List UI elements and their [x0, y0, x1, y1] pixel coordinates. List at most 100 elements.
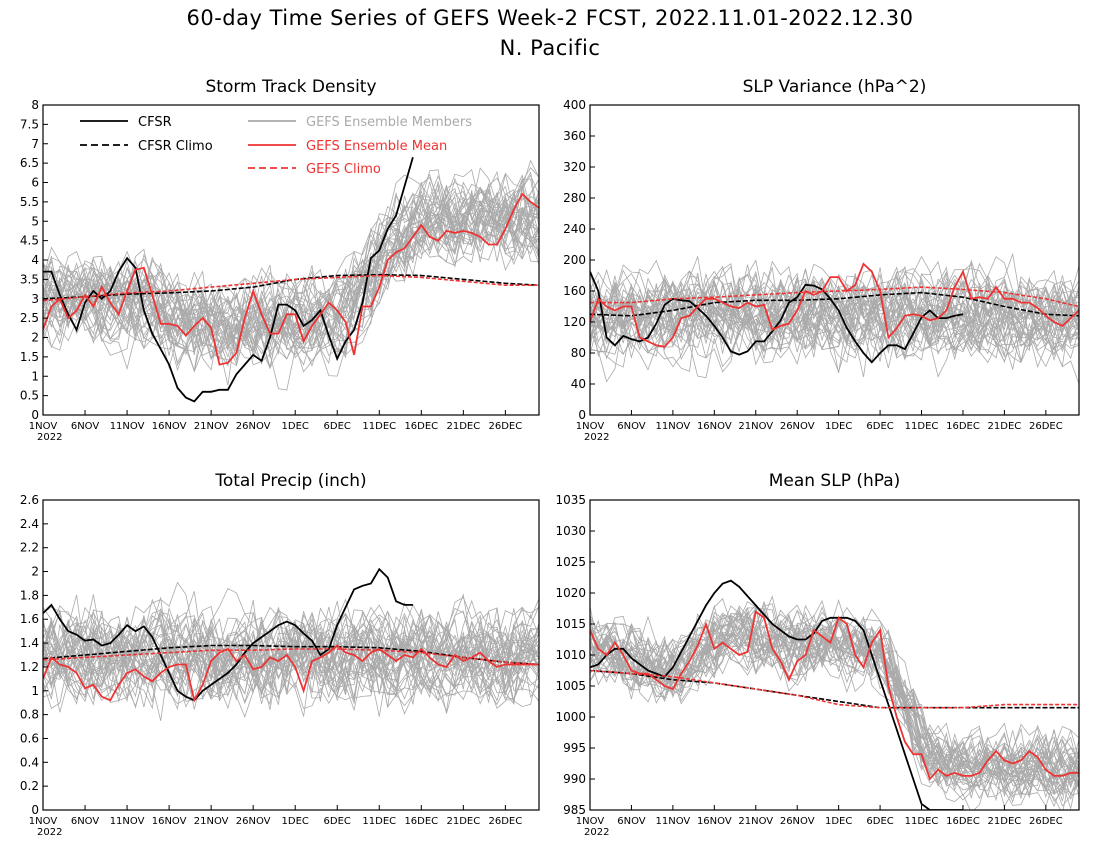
- series-cfsr-climo: [590, 291, 1079, 317]
- legend-label-cfsr_climo: CFSR Climo: [138, 139, 213, 154]
- y-tick-label: 80: [571, 346, 586, 360]
- y-tick-label: 0: [31, 408, 39, 422]
- y-tick-label: 4: [31, 253, 39, 267]
- y-tick-label: 1030: [555, 524, 586, 538]
- y-tick-label: 995: [563, 741, 586, 755]
- x-tick-label: 11NOV: [110, 816, 145, 827]
- member-line: [590, 606, 1079, 779]
- panel-2: [589, 104, 1080, 416]
- x-tick-label: 21DEC: [988, 816, 1022, 827]
- x-tick-label: 16DEC: [946, 421, 980, 432]
- member-line: [590, 599, 1079, 799]
- y-tick-label: 120: [563, 315, 586, 329]
- x-tick-label: 11DEC: [905, 421, 939, 432]
- x-tick-label: 21NOV: [738, 816, 773, 827]
- x-tick-label: 6DEC: [866, 421, 893, 432]
- member-line: [590, 267, 1079, 359]
- y-tick-label: 2.2: [20, 541, 39, 555]
- y-tick-label: 360: [563, 129, 586, 143]
- y-tick-label: 0.8: [20, 708, 39, 722]
- y-tick-label: 40: [571, 377, 586, 391]
- plot-area: [43, 157, 539, 403]
- x-tick-label: 26DEC: [489, 421, 523, 432]
- member-line: [43, 184, 539, 366]
- member-line: [590, 268, 1079, 359]
- series-cfsr: [43, 157, 414, 403]
- x-tick-label: 21NOV: [194, 421, 229, 432]
- panel-1: [42, 104, 540, 416]
- series-gefs-ensemble-mean: [43, 644, 539, 703]
- x-tick-label: 6NOV: [71, 816, 100, 827]
- y-tick-label: 280: [563, 191, 586, 205]
- x-tick-label: 21DEC: [446, 421, 480, 432]
- member-line: [43, 596, 539, 708]
- y-tick-label: 1035: [555, 493, 586, 507]
- y-tick-label: 6.5: [20, 156, 39, 170]
- x-tick-label: 6NOV: [617, 816, 646, 827]
- member-line: [590, 624, 1079, 803]
- member-line: [43, 609, 539, 712]
- y-tick-label: 1.6: [20, 612, 39, 626]
- y-tick-label: 0.5: [20, 389, 39, 403]
- series-gefs-climo: [590, 286, 1079, 308]
- y-tick-label: 1.5: [20, 350, 39, 364]
- x-tick-label: 16DEC: [946, 816, 980, 827]
- x-tick-label: 16NOV: [152, 816, 187, 827]
- x-tick-label: 26NOV: [236, 421, 271, 432]
- member-line: [43, 613, 539, 710]
- x-tick-label: 16NOV: [697, 421, 732, 432]
- y-tick-label: 1010: [555, 648, 586, 662]
- y-tick-label: 1020: [555, 586, 586, 600]
- y-tick-label: 200: [563, 253, 586, 267]
- x-tick-label: 11DEC: [362, 421, 396, 432]
- panel-title: Storm Track Density: [205, 77, 376, 97]
- x-tick-label: 11NOV: [110, 421, 145, 432]
- y-tick-label: 2.6: [20, 493, 39, 507]
- member-line: [590, 613, 1079, 782]
- x-tick-label: 26DEC: [1029, 421, 1063, 432]
- x-tick-label: 21NOV: [738, 421, 773, 432]
- member-line: [43, 178, 539, 358]
- series-cfsr-climo: [590, 669, 1079, 709]
- y-tick-label: 240: [563, 222, 586, 236]
- legend-label-gefs_members: GEFS Ensemble Members: [306, 115, 472, 130]
- x-tick-label: 11NOV: [656, 816, 691, 827]
- x-tick-label: 1DEC: [282, 816, 309, 827]
- x-year-label: 2022: [37, 827, 62, 838]
- y-tick-label: 6: [31, 176, 39, 190]
- member-line: [43, 183, 539, 364]
- x-tick-label: 1DEC: [282, 421, 309, 432]
- panel-title: SLP Variance (hPa^2): [743, 77, 927, 97]
- member-line: [590, 283, 1079, 374]
- ensemble-members: [43, 159, 539, 391]
- member-line: [43, 603, 539, 705]
- member-line: [590, 278, 1079, 351]
- member-line: [43, 581, 539, 702]
- x-tick-label: 11DEC: [362, 816, 396, 827]
- member-line: [590, 266, 1079, 346]
- y-tick-label: 1.4: [20, 636, 39, 650]
- figure-title: 60-day Time Series of GEFS Week-2 FCST, …: [186, 6, 914, 30]
- member-line: [590, 279, 1079, 363]
- y-tick-label: 320: [563, 160, 586, 174]
- y-tick-label: 3.5: [20, 272, 39, 286]
- member-line: [590, 259, 1079, 365]
- member-line: [43, 604, 539, 710]
- y-tick-label: 0.6: [20, 731, 39, 745]
- member-line: [43, 193, 539, 344]
- y-tick-label: 3: [31, 292, 39, 306]
- y-tick-label: 7.5: [20, 117, 39, 131]
- x-year-label: 2022: [584, 432, 609, 443]
- y-tick-label: 1: [31, 369, 39, 383]
- y-tick-label: 2: [31, 565, 39, 579]
- x-year-label: 2022: [37, 432, 62, 443]
- series-gefs-climo: [590, 669, 1079, 709]
- y-tick-label: 985: [563, 803, 586, 817]
- member-line: [590, 603, 1079, 784]
- x-tick-label: 6DEC: [866, 816, 893, 827]
- x-tick-label: 6DEC: [324, 421, 351, 432]
- figure-subtitle: N. Pacific: [499, 36, 601, 60]
- series-cfsr: [43, 567, 413, 702]
- member-line: [43, 598, 539, 708]
- member-line: [590, 268, 1079, 360]
